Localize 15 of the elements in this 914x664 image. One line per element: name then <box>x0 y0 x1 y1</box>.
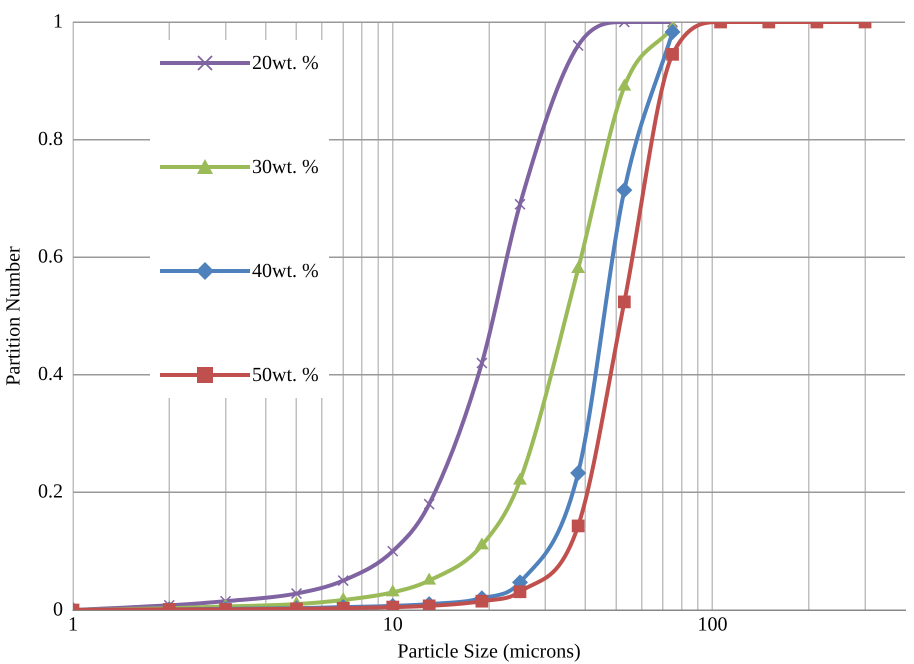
y-tick-label: 0.8 <box>38 128 63 150</box>
x-tick-label: 1 <box>68 613 78 636</box>
legend-label: 30wt. % <box>252 156 319 178</box>
y-tick-label: 0 <box>53 598 63 620</box>
y-axis-title: Partition Number <box>2 246 24 386</box>
y-tick-label: 0.2 <box>38 480 63 503</box>
y-tick-label: 1 <box>53 10 63 32</box>
legend-label: 20wt. % <box>252 52 319 74</box>
x-tick-label: 10 <box>382 613 403 636</box>
legend-label: 40wt. % <box>252 260 319 282</box>
y-tick-label: 0.4 <box>38 363 63 386</box>
x-axis-title: Particle Size (microns) <box>397 640 581 662</box>
legend-label: 50wt. % <box>252 364 319 386</box>
x-tick-label: 100 <box>697 613 728 636</box>
y-tick-label: 0.6 <box>38 245 63 268</box>
